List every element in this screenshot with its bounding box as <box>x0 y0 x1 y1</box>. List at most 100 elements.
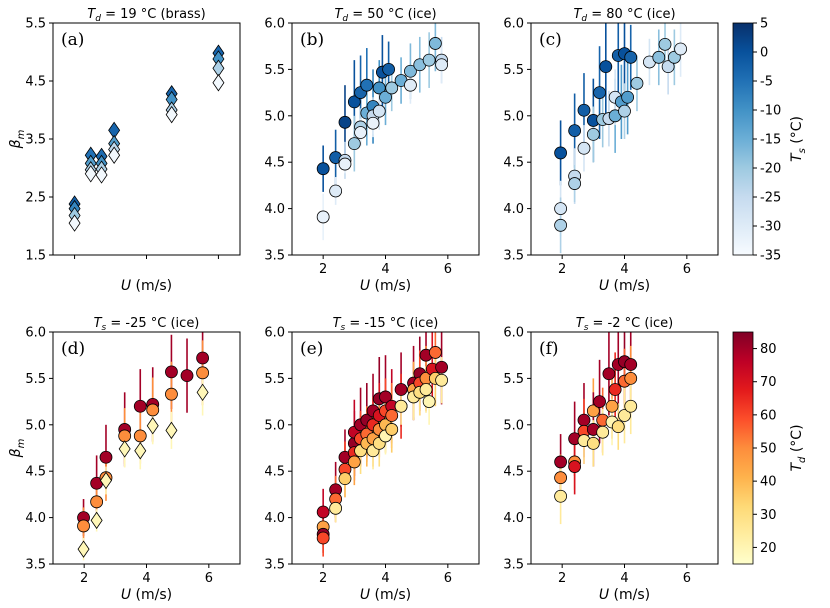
panel-letter: (f) <box>539 339 559 359</box>
y-tick-label: 4.5 <box>264 465 285 480</box>
y-tick-label: 3.5 <box>264 558 285 573</box>
x-tick-label: 6 <box>205 571 213 586</box>
data-point-circle <box>593 86 606 99</box>
data-point-circle <box>422 53 436 67</box>
y-axis-label: βm <box>8 129 27 149</box>
colorbar-tick-label: -25 <box>760 191 781 206</box>
x-tick-label: 2 <box>80 571 88 586</box>
data-point-circle <box>554 218 568 232</box>
data-point-circle <box>568 177 582 190</box>
data-point-diamond <box>165 105 178 124</box>
panel-title: Ts = -25 °C (ice) <box>94 316 200 333</box>
colorbar-tick-label: 40 <box>760 475 777 490</box>
data-point-diamond <box>77 540 90 558</box>
y-tick-label: 4.0 <box>25 511 46 526</box>
y-tick-label: 2.5 <box>25 191 46 206</box>
x-tick-label: 4 <box>620 571 628 586</box>
data-point-diamond <box>99 471 112 490</box>
data-point-circle <box>379 90 392 104</box>
y-tick-label: 4.5 <box>503 156 524 171</box>
data-point-circle <box>428 346 442 359</box>
colorbar-tick-label: 50 <box>760 442 777 457</box>
data-point-circle <box>568 460 582 473</box>
x-axis-label: U (m/s) <box>599 278 650 294</box>
x-axis-label: U (m/s) <box>121 278 172 294</box>
colorbar-tick-label: -10 <box>760 104 781 119</box>
data-point-circle <box>404 64 417 78</box>
colorbar-tick-label: 0 <box>760 46 768 61</box>
data-point-circle <box>419 383 433 396</box>
data-point-circle <box>196 351 210 365</box>
y-tick-label: 5.0 <box>503 418 524 433</box>
data-point-circle <box>586 404 600 418</box>
data-point-circle <box>624 371 638 385</box>
data-point-circle <box>316 531 330 545</box>
colorbar-label: Ts (°C) <box>789 116 808 162</box>
data-point-circle <box>435 58 449 72</box>
y-axis-label: βm <box>8 438 27 458</box>
data-point-circle <box>602 367 616 381</box>
panel-a: Td = 19 °C (brass) 1.5 2.5 3.5 4.5 5.5 (a) U (m… <box>8 7 241 294</box>
y-tick-label: 5.0 <box>503 109 524 124</box>
data-point-diamond <box>212 74 225 92</box>
x-tick-label: 6 <box>683 262 691 277</box>
data-point-circle <box>658 37 672 51</box>
colorbar-tick-label: -15 <box>760 133 781 148</box>
data-point-circle <box>338 157 352 171</box>
y-tick-label: 3.5 <box>503 558 524 573</box>
data-point-circle <box>329 184 343 198</box>
data-point-circle <box>624 50 638 64</box>
data-point-circle <box>382 63 396 76</box>
y-tick-label: 5.5 <box>503 372 524 387</box>
data-point-circle <box>329 501 343 515</box>
data-point-diamond <box>95 166 108 184</box>
data-point-diamond <box>108 146 121 164</box>
data-point-circle <box>118 429 132 443</box>
y-tick-label: 1.5 <box>25 249 46 264</box>
data-point-circle <box>385 409 399 422</box>
panel-letter: (d) <box>61 339 85 359</box>
data-point-circle <box>338 115 352 129</box>
axes-frame <box>52 22 241 256</box>
data-point-diamond <box>165 421 178 440</box>
colorbar-tick-label: 70 <box>760 375 777 390</box>
data-point-circle <box>360 78 374 92</box>
y-tick-label: 4.5 <box>264 156 285 171</box>
data-point-circle <box>624 399 638 413</box>
data-point-circle <box>577 413 591 427</box>
data-point-circle <box>586 436 600 450</box>
data-point-circle <box>347 137 361 151</box>
y-tick-label: 3.5 <box>503 249 524 264</box>
y-tick-label: 5.5 <box>264 372 285 387</box>
x-tick-label: 6 <box>444 262 452 277</box>
x-axis-label: U (m/s) <box>121 587 172 603</box>
data-point-circle <box>366 116 380 130</box>
data-point-circle <box>618 104 631 118</box>
y-tick-label: 6.0 <box>264 17 285 32</box>
y-tick-label: 3.5 <box>25 133 46 148</box>
colorbar-gradient <box>732 331 754 565</box>
data-point-circle <box>599 60 613 74</box>
data-point-circle <box>577 141 591 155</box>
data-point-circle <box>385 81 399 95</box>
y-tick-label: 5.0 <box>264 109 285 124</box>
data-point-diamond <box>134 442 147 460</box>
data-point-circle <box>435 360 449 374</box>
panel-letter: (e) <box>300 339 323 359</box>
data-point-circle <box>554 455 568 469</box>
data-point-circle <box>354 126 367 139</box>
data-point-circle <box>394 399 408 413</box>
panel-title: Ts = -2 °C (ice) <box>576 316 674 333</box>
data-marks <box>316 332 449 557</box>
colorbar-tick-label: -35 <box>760 249 781 264</box>
panel-title: Td = 19 °C (brass) <box>87 7 205 24</box>
x-axis-label: U (m/s) <box>599 587 650 603</box>
x-tick-label: 6 <box>683 571 691 586</box>
colorbar-gradient <box>732 22 754 256</box>
data-point-diamond <box>84 165 97 183</box>
panel-title: Td = 50 °C (ice) <box>334 7 436 24</box>
data-point-circle <box>379 390 392 404</box>
data-point-diamond <box>212 59 225 77</box>
colorbar-tick-label: 60 <box>760 408 777 423</box>
panel-letter: (a) <box>61 30 84 50</box>
